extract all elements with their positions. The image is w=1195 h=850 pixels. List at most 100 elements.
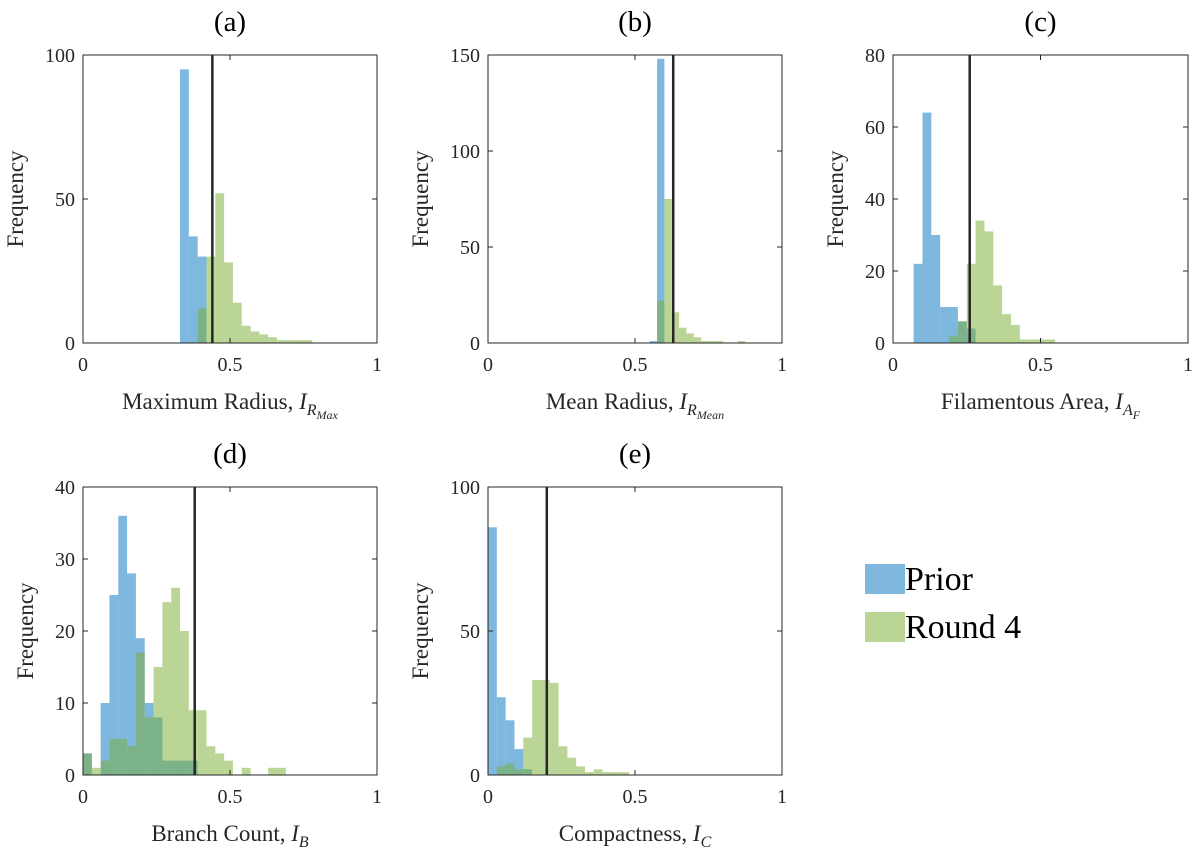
histogram-bar <box>1002 314 1011 343</box>
y-tick-label: 0 <box>470 333 480 355</box>
histogram-bar <box>505 763 515 775</box>
y-tick-label: 100 <box>45 45 75 67</box>
x-axis-label-subscript: A <box>1122 402 1133 419</box>
histogram-bar <box>135 652 145 775</box>
x-axis-label-symbol: I <box>692 821 702 846</box>
histogram-bar <box>585 772 594 775</box>
x-tick-label: 1 <box>777 786 787 808</box>
x-tick-label: 1 <box>372 354 382 376</box>
histogram-bar <box>303 340 313 343</box>
histogram-bar <box>171 587 181 775</box>
histogram-bar <box>984 231 994 343</box>
histogram-bar <box>1028 339 1038 343</box>
x-axis-label-text: Mean Radius, <box>546 389 680 414</box>
histogram-bar <box>153 667 163 775</box>
histogram-bar <box>488 527 497 775</box>
panel-title: (e) <box>619 438 651 470</box>
panel: 0 10 20 30 40 0 0.5 1 (d) Frequency Branch Count, … <box>13 438 382 850</box>
histogram-bar <box>657 300 665 343</box>
histogram-bar <box>611 772 621 775</box>
histogram-bar <box>514 769 524 775</box>
histogram-bar <box>83 753 92 775</box>
legend-label: Round 4 <box>905 609 1021 646</box>
x-tick-label: 0.5 <box>218 786 243 808</box>
histogram-bar <box>686 333 694 343</box>
y-axis-label: Frequency <box>13 582 38 680</box>
histogram-bar <box>593 769 603 775</box>
y-tick-label: 150 <box>450 45 480 67</box>
histogram-bar <box>931 235 941 343</box>
y-tick-label: 50 <box>460 237 480 259</box>
histogram-bar <box>268 767 278 775</box>
x-tick-label: 0 <box>483 786 493 808</box>
histogram-bar <box>100 760 110 775</box>
histogram-bar <box>206 746 216 775</box>
histogram-bar <box>215 193 225 343</box>
y-tick-label: 0 <box>65 333 75 355</box>
histogram-bar <box>197 256 207 343</box>
histogram-bar <box>949 335 958 343</box>
histogram-bar <box>259 334 269 343</box>
y-axis-label: Frequency <box>408 582 433 680</box>
histogram-bar <box>496 697 506 775</box>
y-tick-label: 20 <box>865 261 885 283</box>
x-tick-label: 0.5 <box>218 354 243 376</box>
panel-title: (c) <box>1024 6 1056 38</box>
histogram-bar <box>268 337 278 343</box>
histogram-bar <box>100 703 110 775</box>
histogram-bar <box>913 263 923 343</box>
histogram-bar <box>127 573 136 775</box>
histogram-bar <box>277 340 286 343</box>
y-tick-label: 40 <box>865 189 885 211</box>
histogram-bar <box>1011 325 1020 343</box>
histogram-bar <box>957 321 967 343</box>
panel: 0 50 100 0 0.5 1 (a) Frequency Maximum Radius, I… <box>3 6 382 422</box>
histogram-bar <box>197 308 207 343</box>
x-tick-label: 1 <box>1183 354 1193 376</box>
x-axis-label: Filamentous Area, IAF <box>941 389 1141 422</box>
x-axis-label-symbol: I <box>1114 389 1124 414</box>
histogram-bar <box>241 767 251 775</box>
histogram-bar <box>180 631 189 775</box>
histogram-bar <box>715 341 724 343</box>
histogram-bar <box>224 760 233 775</box>
histogram-bar <box>737 341 746 343</box>
histogram-bar <box>232 302 242 343</box>
x-axis-label-symbol: I <box>298 389 308 414</box>
histogram-bar <box>657 58 665 344</box>
y-tick-label: 100 <box>450 477 480 499</box>
histogram-bar <box>922 112 932 343</box>
histogram-bar <box>285 340 295 343</box>
histogram-bar <box>109 739 119 775</box>
x-axis-label-text: Compactness, <box>559 821 693 846</box>
histogram-bar <box>514 749 524 775</box>
histogram-bar <box>558 746 568 775</box>
histogram-bar <box>966 263 976 343</box>
histogram-bar <box>708 341 716 343</box>
histogram-bar <box>602 772 612 775</box>
y-tick-label: 50 <box>55 189 75 211</box>
x-axis-label-symbol: I <box>290 821 300 846</box>
y-tick-label: 10 <box>55 693 75 715</box>
x-axis-label: Branch Count, IB <box>151 821 309 850</box>
histogram-bar <box>1037 339 1047 343</box>
histogram-bar <box>180 69 189 344</box>
x-axis-label: Compactness, IC <box>559 821 712 850</box>
x-axis-label-subscript: C <box>701 834 712 850</box>
legend-label: Prior <box>905 561 974 598</box>
histogram-bar <box>567 757 577 775</box>
y-tick-label: 60 <box>865 117 885 139</box>
x-tick-label: 0 <box>888 354 898 376</box>
histogram-bar <box>144 717 154 775</box>
y-tick-label: 80 <box>865 45 885 67</box>
x-axis-label-symbol: I <box>678 389 688 414</box>
y-tick-label: 20 <box>55 621 75 643</box>
x-axis-label-text: Filamentous Area, <box>941 389 1115 414</box>
histogram-bar <box>127 746 136 775</box>
histogram-bar <box>701 341 709 343</box>
x-axis-label-subsubscript: Max <box>316 408 339 422</box>
histogram-bar <box>523 737 533 775</box>
histogram-bar <box>679 327 687 343</box>
histogram-bar <box>118 739 128 775</box>
